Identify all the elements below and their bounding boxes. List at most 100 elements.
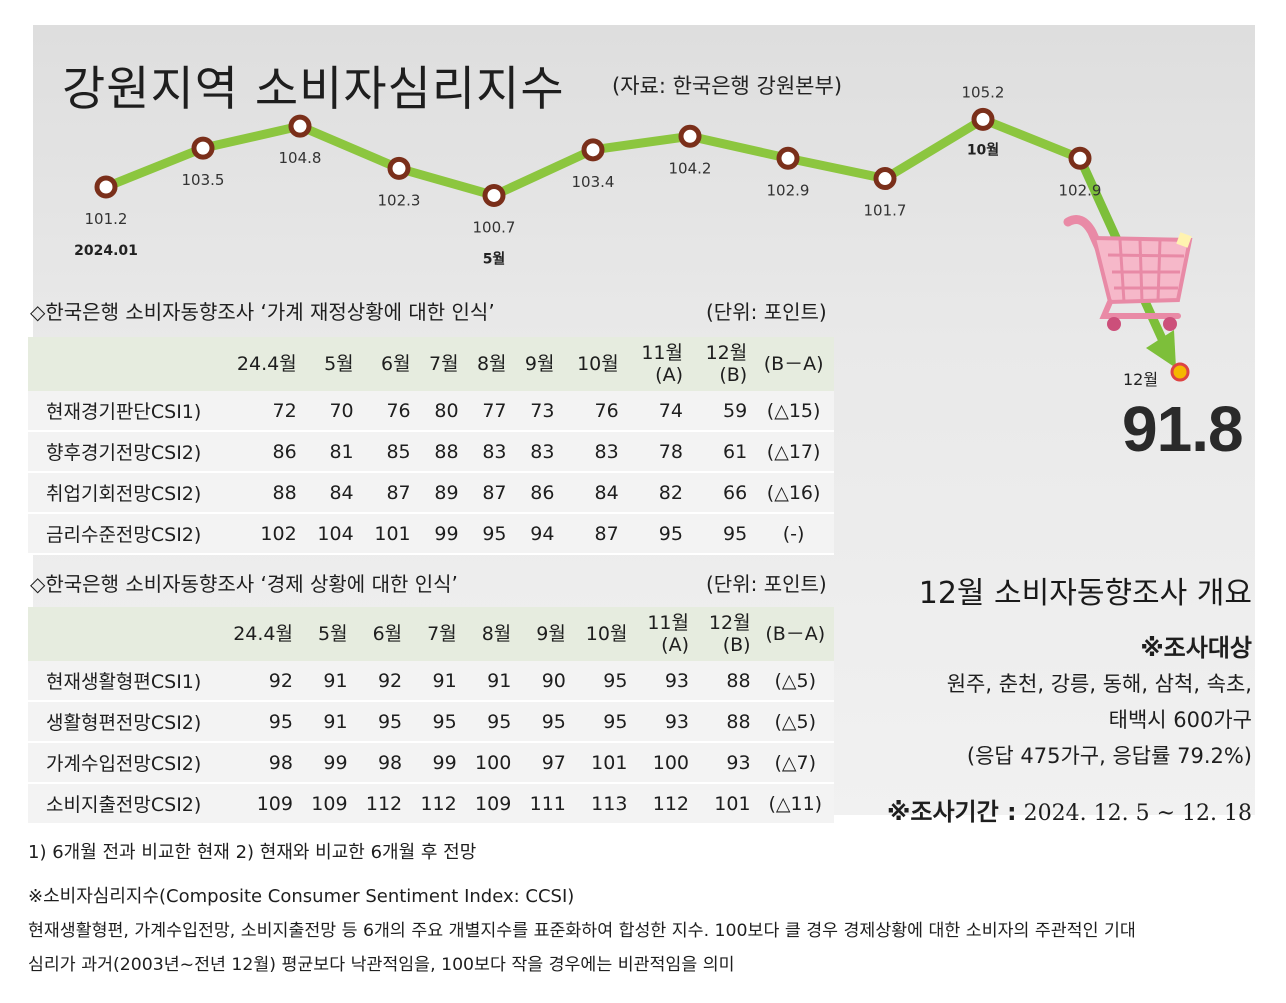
table-cell: 81 [302, 431, 360, 473]
survey-period-dates: 2024. 12. 5 ~ 12. 18 [1023, 801, 1252, 826]
table-cell: (-) [753, 513, 834, 555]
economic-conditions-table: 24.4월 5월 6월 7월 8월 9월 10월 11월 (A) 12월 (B) (B－A) 현재생… [28, 607, 834, 825]
table-cell: 72 [214, 391, 303, 432]
table-cell: 95 [688, 513, 754, 555]
survey-target-regions: 원주, 춘천, 강릉, 동해, 삼척, 속초, [946, 672, 1252, 696]
table-cell: 109 [462, 783, 518, 825]
column-header: 24.4월 [214, 607, 299, 661]
data-point-1 [94, 175, 118, 199]
data-point-2 [191, 136, 215, 160]
table-cell: 88 [695, 661, 757, 702]
column-header: 7월 [416, 337, 465, 391]
data-label-7: 104.2 [669, 159, 712, 177]
table-cell: 101 [359, 513, 417, 555]
table-cell: 95 [517, 701, 572, 743]
table-cell: 100 [462, 742, 518, 784]
column-header: 6월 [359, 337, 417, 391]
table-row: 향후경기전망CSI2) 86 81 85 88 83 83 83 78 61 (△17) [28, 431, 834, 473]
table-cell: 92 [353, 661, 409, 702]
table-cell: 100 [633, 742, 695, 784]
survey-period-heading: ※조사기간 : [887, 798, 1017, 826]
table-cell: 83 [464, 431, 513, 473]
table-cell: 99 [416, 513, 465, 555]
table-cell: 109 [298, 783, 354, 825]
point-tag-5: 5월 [483, 250, 506, 267]
table-row: 현재생활형편CSI1) 92 91 92 91 91 90 95 93 88 (△5) [28, 661, 834, 702]
table2-unit: (단위: 포인트) [706, 572, 827, 596]
table-cell: 111 [517, 783, 572, 825]
data-label-10: 105.2 [962, 83, 1005, 101]
table-cell: 91 [462, 661, 518, 702]
column-header: 5월 [298, 607, 354, 661]
table-row: 금리수준전망CSI2) 102 104 101 99 95 94 87 95 95 (-) [28, 513, 834, 555]
table-cell: 97 [517, 742, 572, 784]
column-header: 9월 [517, 607, 572, 661]
table-cell: 90 [517, 661, 572, 702]
page-title: 강원지역 소비자심리지수 [62, 62, 565, 117]
data-point-7 [678, 124, 702, 148]
table-cell: 95 [214, 701, 299, 743]
table-cell: 74 [624, 391, 689, 432]
column-header: 9월 [512, 337, 561, 391]
data-point-6 [581, 138, 605, 162]
point-tag-1: 2024.01 [74, 243, 138, 259]
table-cell: 84 [302, 472, 360, 514]
data-point-10 [971, 107, 995, 131]
overview-title: 12월 소비자동향조사 개요 [918, 576, 1252, 611]
column-header [28, 607, 214, 661]
table-cell: 95 [624, 513, 689, 555]
row-label: 가계수입전망CSI2) [28, 742, 214, 784]
data-label-2: 103.5 [182, 171, 225, 189]
table-cell: 101 [571, 742, 634, 784]
table-row: 소비지출전망CSI2) 109 109 112 112 109 111 113 112 101 (△… [28, 783, 834, 825]
header-row: 24.4월 5월 6월 7월 8월 9월 10월 11월 (A) 12월 (B) (B－A) [28, 337, 834, 391]
row-label: 취업기회전망CSI2) [28, 472, 214, 514]
table-cell: 80 [416, 391, 465, 432]
table-cell: 89 [416, 472, 465, 514]
column-header: 24.4월 [214, 337, 303, 391]
table-cell: 78 [624, 431, 689, 473]
row-label: 금리수준전망CSI2) [28, 513, 214, 555]
data-label-3: 104.8 [279, 149, 322, 167]
row-label: 현재생활형편CSI1) [28, 661, 214, 702]
data-point-4 [387, 156, 411, 180]
table-cell: 112 [353, 783, 409, 825]
table-cell: 99 [298, 742, 354, 784]
column-header: 10월 [560, 337, 625, 391]
table-cell: 101 [695, 783, 757, 825]
table-cell: 95 [408, 701, 463, 743]
table-cell: 113 [571, 783, 634, 825]
household-finance-table: 24.4월 5월 6월 7월 8월 9월 10월 11월 (A) 12월 (B) (B－A) 현재경… [28, 337, 834, 555]
table-cell: 76 [560, 391, 625, 432]
table-cell: 95 [462, 701, 518, 743]
point-tag-10: 10월 [967, 141, 999, 158]
table-cell: 94 [512, 513, 561, 555]
footnote-ccsi-desc-2: 심리가 과거(2003년~전년 12월) 평균보다 낙관적임을, 100보다 작… [28, 955, 735, 975]
table-cell: 61 [688, 431, 754, 473]
table-cell: 83 [512, 431, 561, 473]
header-row: 24.4월 5월 6월 7월 8월 9월 10월 11월 (A) 12월 (B) (B－A) [28, 607, 834, 661]
column-header: 5월 [302, 337, 360, 391]
data-label-8: 102.9 [767, 181, 810, 199]
data-label-5: 100.7 [473, 218, 516, 236]
row-label: 소비지출전망CSI2) [28, 783, 214, 825]
column-header: 10월 [571, 607, 634, 661]
footnote-ccsi-title: ※소비자심리지수(Composite Consumer Sentiment In… [28, 886, 575, 907]
source-note: (자료: 한국은행 강원본부) [612, 74, 843, 98]
column-header: 8월 [464, 337, 513, 391]
table-row: 현재경기판단CSI1) 72 70 76 80 77 73 76 74 59 (△15) [28, 391, 834, 432]
table-cell: 98 [353, 742, 409, 784]
table-cell: 91 [408, 661, 463, 702]
table-cell: (△7) [756, 742, 834, 784]
survey-period: ※조사기간 : 2024. 12. 5 ~ 12. 18 [887, 792, 1252, 827]
column-header: 11월 (A) [633, 607, 695, 661]
table-row: 가계수입전망CSI2) 98 99 98 99 100 97 101 100 93 (△7) [28, 742, 834, 784]
table-cell: 93 [633, 661, 695, 702]
table-cell: 91 [298, 701, 354, 743]
table-cell: 88 [214, 472, 303, 514]
survey-response-rate: (응답 475가구, 응답률 79.2%) [966, 744, 1252, 768]
table-cell: 95 [571, 661, 634, 702]
table-cell: 99 [408, 742, 463, 784]
table-cell: 104 [302, 513, 360, 555]
table-cell: 93 [695, 742, 757, 784]
